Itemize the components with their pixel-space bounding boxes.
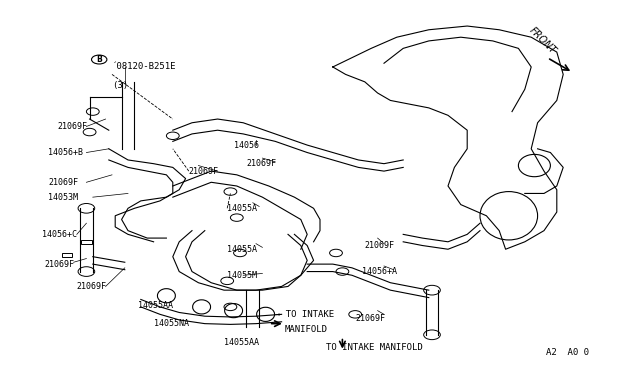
Text: 14056+B: 14056+B bbox=[48, 148, 83, 157]
Text: 14055NA: 14055NA bbox=[154, 319, 189, 328]
Text: 14055AA: 14055AA bbox=[224, 338, 259, 347]
Text: ´08120-B251E: ´08120-B251E bbox=[112, 62, 177, 71]
Text: TO INTAKE MANIFOLD: TO INTAKE MANIFOLD bbox=[326, 343, 423, 352]
Text: (3): (3) bbox=[112, 81, 128, 90]
Text: 21069F: 21069F bbox=[45, 260, 75, 269]
Text: 21069F: 21069F bbox=[355, 314, 385, 323]
Text: 21069F: 21069F bbox=[365, 241, 395, 250]
Text: FRONT: FRONT bbox=[527, 25, 558, 56]
Text: 21069F: 21069F bbox=[58, 122, 88, 131]
Text: B: B bbox=[97, 55, 102, 64]
Text: 14055M: 14055M bbox=[227, 271, 257, 280]
Bar bbox=[81, 240, 92, 244]
Text: 14055A: 14055A bbox=[227, 204, 257, 213]
Text: 14055A: 14055A bbox=[227, 245, 257, 254]
Text: A2  A0 0: A2 A0 0 bbox=[546, 348, 589, 357]
Text: 14055AA: 14055AA bbox=[138, 301, 173, 310]
Text: 21069F: 21069F bbox=[77, 282, 107, 291]
Text: 21069F: 21069F bbox=[189, 167, 219, 176]
Text: 21069F: 21069F bbox=[48, 178, 78, 187]
Text: MANIFOLD: MANIFOLD bbox=[285, 325, 328, 334]
Text: 21069F: 21069F bbox=[246, 159, 276, 168]
Text: 14056+A: 14056+A bbox=[362, 267, 397, 276]
Text: 14056+C: 14056+C bbox=[42, 230, 77, 239]
Text: 14056: 14056 bbox=[234, 141, 259, 150]
Bar bbox=[62, 253, 72, 257]
Text: 14053M: 14053M bbox=[48, 193, 78, 202]
Text: → TO INTAKE: → TO INTAKE bbox=[275, 310, 334, 319]
